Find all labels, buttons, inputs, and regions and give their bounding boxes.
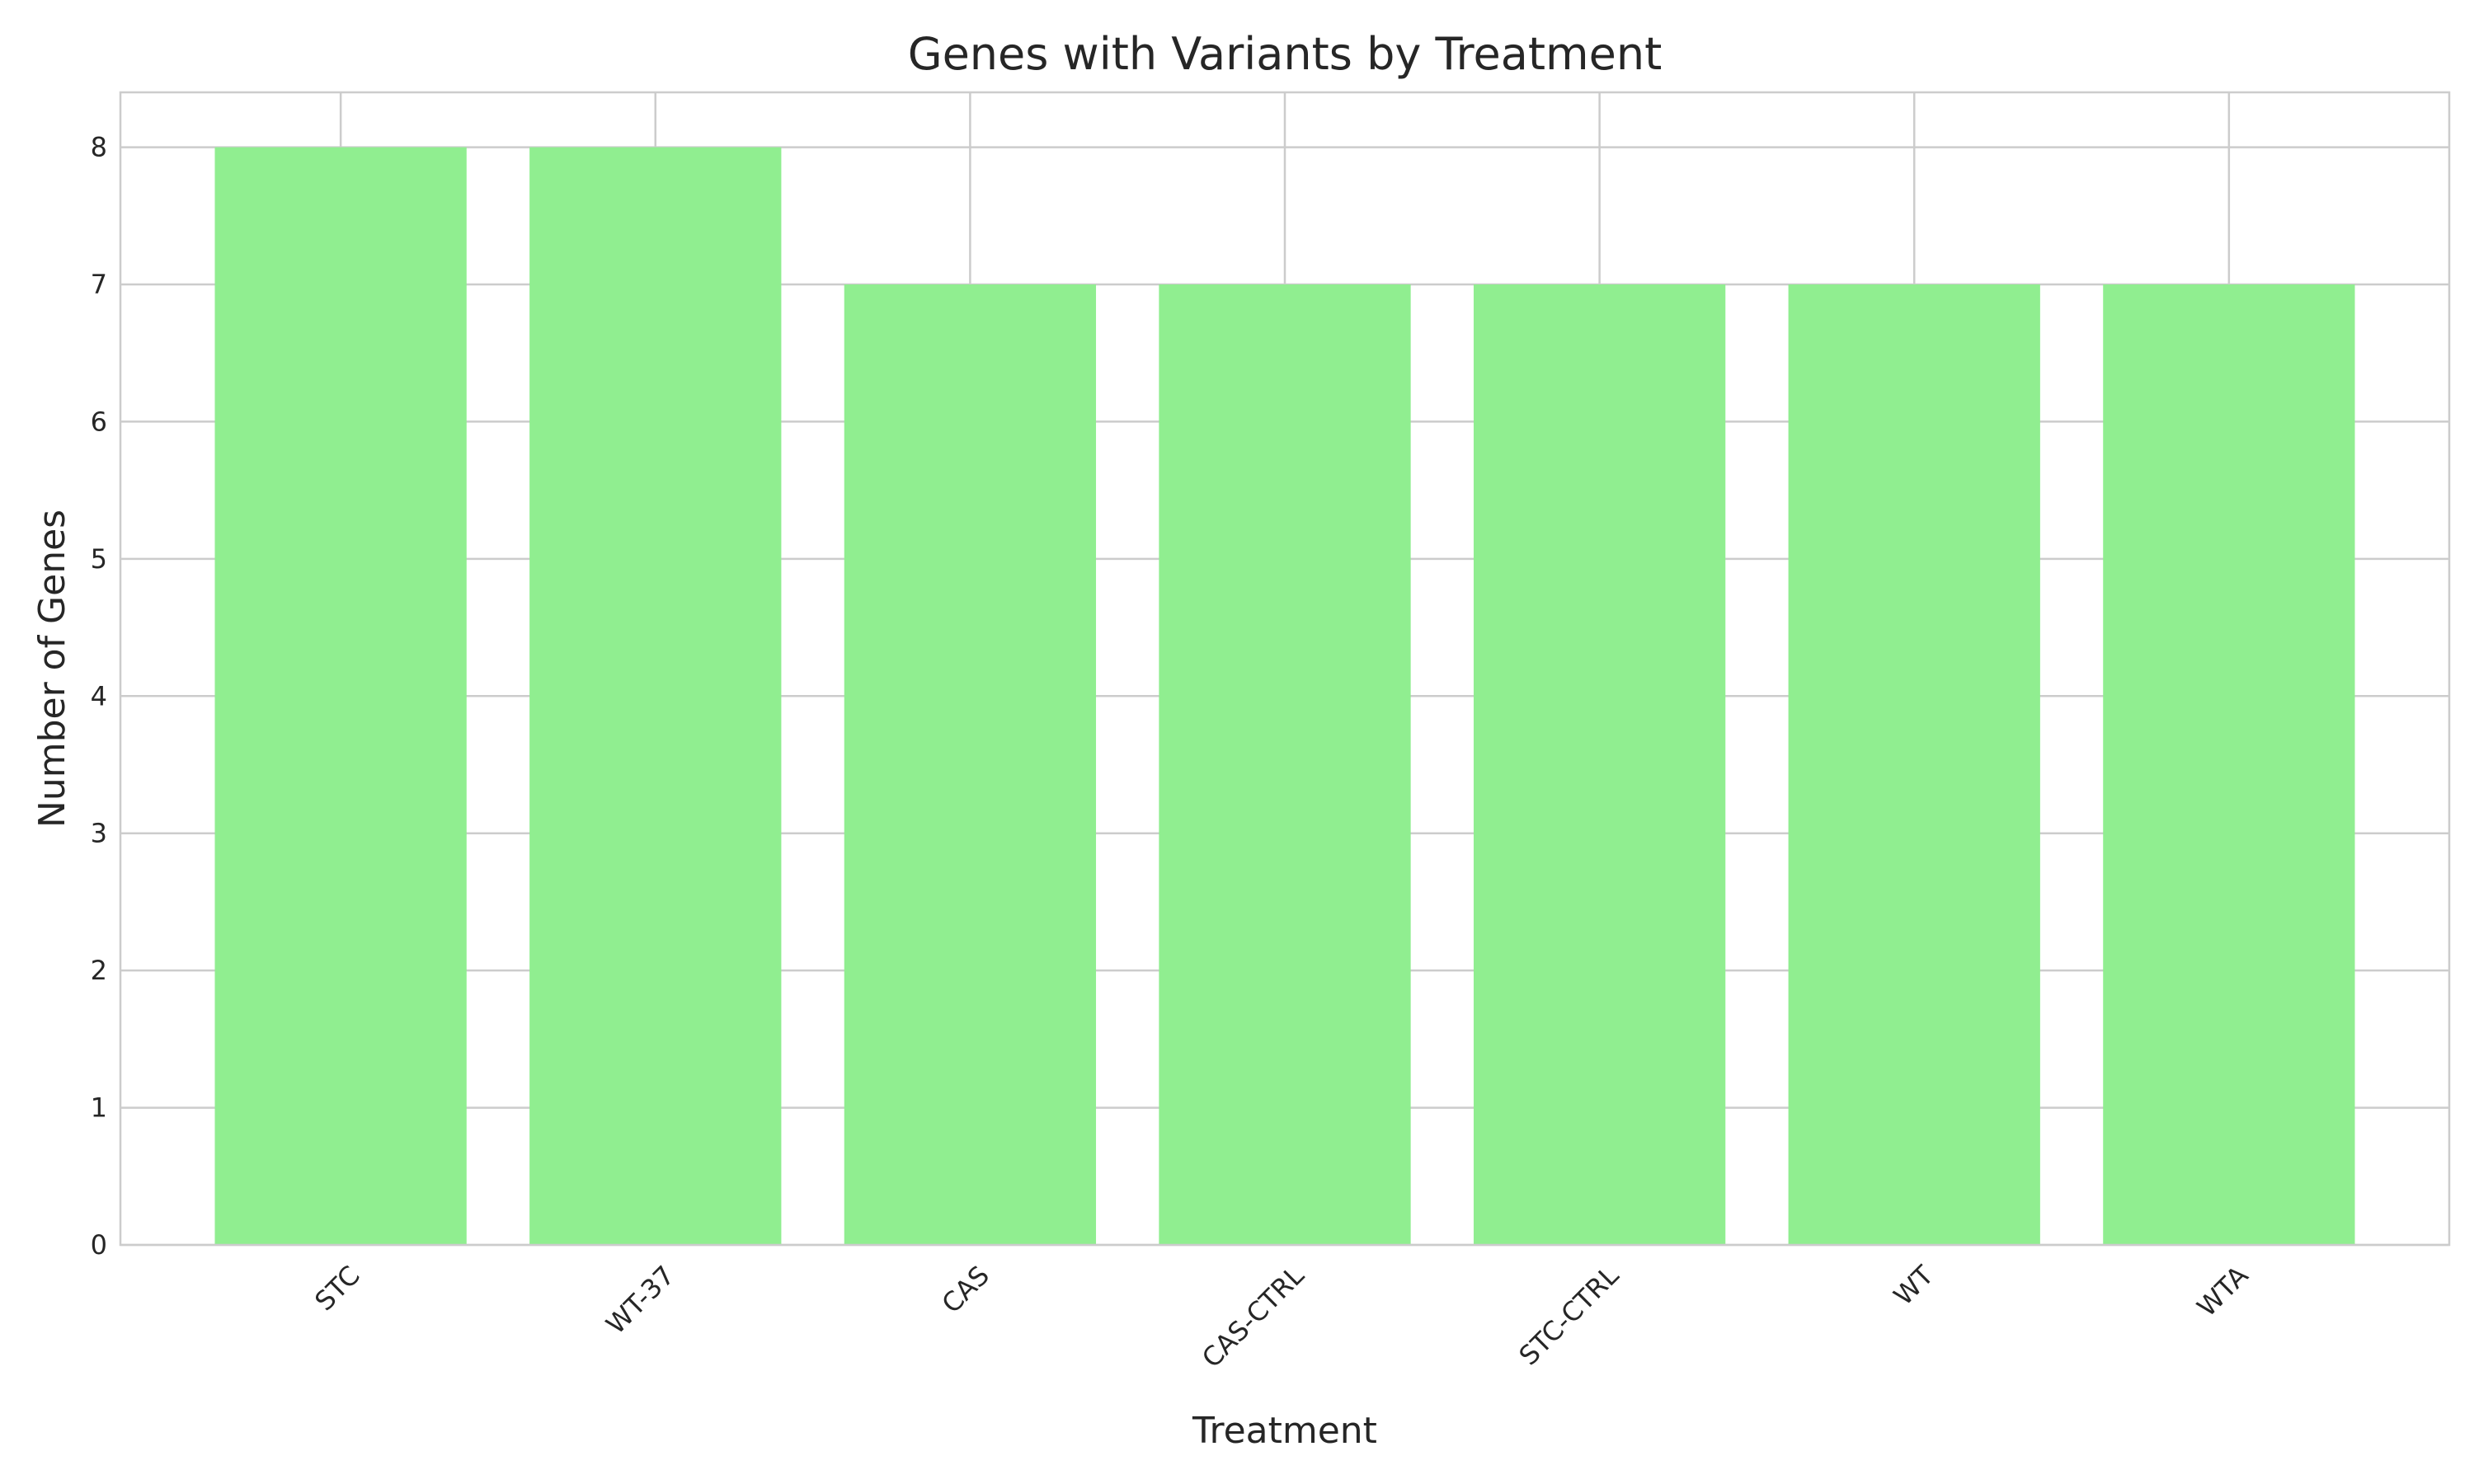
y-tick-label: 6 bbox=[91, 406, 107, 437]
y-axis-label: Number of Genes bbox=[31, 510, 73, 828]
chart-title: Genes with Variants by Treatment bbox=[908, 28, 1663, 80]
bar bbox=[2103, 284, 2355, 1245]
y-tick-label: 1 bbox=[91, 1092, 107, 1124]
bar bbox=[1159, 284, 1411, 1245]
plot-frame bbox=[119, 91, 2451, 1247]
y-tick-label: 8 bbox=[91, 132, 107, 163]
y-tick-label: 5 bbox=[91, 543, 107, 575]
y-tick-label: 4 bbox=[91, 680, 107, 711]
bars bbox=[214, 147, 2355, 1246]
bar bbox=[1788, 284, 2040, 1245]
y-tick-label: 0 bbox=[91, 1229, 107, 1261]
bar bbox=[1473, 284, 1726, 1245]
x-axis-label: Treatment bbox=[1192, 1410, 1377, 1452]
bar bbox=[214, 147, 467, 1246]
y-tick-label: 7 bbox=[91, 269, 107, 300]
y-tick-labels: 0 1 2 3 4 5 6 7 8 bbox=[91, 132, 107, 1261]
y-tick-label: 3 bbox=[91, 818, 107, 849]
bar bbox=[529, 147, 782, 1246]
bar bbox=[844, 284, 1097, 1245]
y-tick-label: 2 bbox=[91, 955, 107, 986]
plot-area bbox=[119, 91, 2451, 1247]
